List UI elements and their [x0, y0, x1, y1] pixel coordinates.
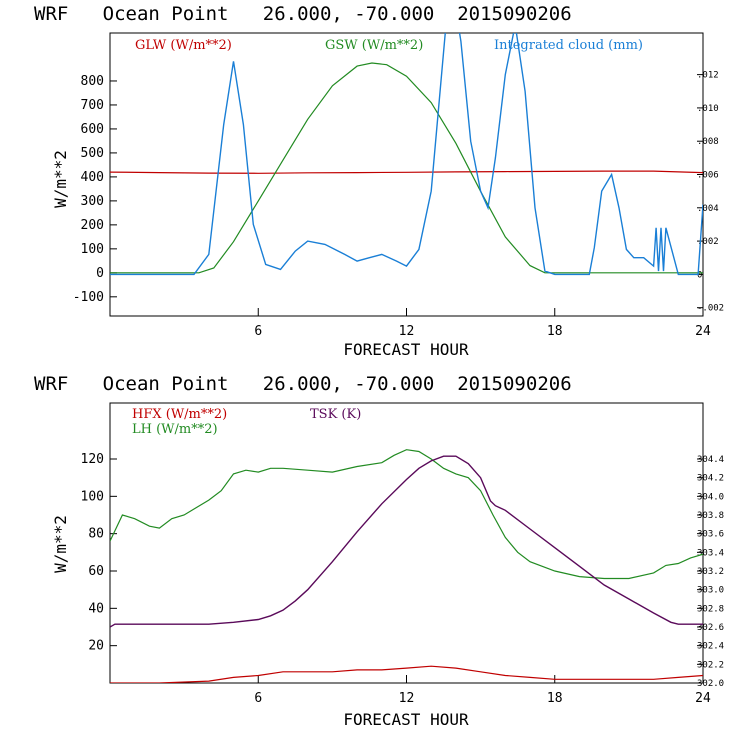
chart-top-right-axis: -.002 0 .002 .004 .006 .008 .010 .012: [697, 71, 724, 314]
integrated-cloud-line: [110, 33, 703, 276]
chart-top-x-label: FORECAST HOUR: [343, 340, 469, 359]
x-tick-label: 24: [695, 691, 711, 706]
x-tick-label: 6: [254, 324, 262, 339]
chart-bottom-x-axis: 6 12 18 24: [254, 675, 711, 706]
y2-tick-label: 304.2: [697, 474, 724, 484]
legend-tsk: TSK (K): [310, 407, 361, 422]
y2-tick-label: .008: [697, 137, 719, 147]
legend-glw: GLW (W/m**2): [135, 38, 232, 53]
y2-tick-label: 0: [697, 270, 702, 280]
y2-tick-label: .010: [697, 104, 719, 114]
chart-bottom-y-axis: 20 40 60 80 100 120: [81, 452, 117, 654]
y-tick-label: 120: [81, 452, 104, 467]
y2-tick-label: 304.4: [697, 455, 724, 465]
y-tick-label: 80: [88, 527, 104, 542]
x-tick-label: 24: [695, 324, 711, 339]
y2-tick-label: 302.2: [697, 660, 724, 670]
y2-tick-label: .006: [697, 171, 719, 181]
y-tick-label: 500: [81, 146, 104, 161]
chart-bottom-plot-frame: [109, 402, 704, 684]
y-tick-label: 200: [81, 218, 104, 233]
tsk-line: [110, 455, 703, 628]
legend-lh: LH (W/m**2): [132, 422, 218, 437]
y-tick-label: 600: [81, 122, 104, 137]
y-tick-label: 100: [81, 489, 104, 504]
x-tick-label: 18: [547, 691, 563, 706]
y2-tick-label: 304.0: [697, 492, 724, 502]
y2-tick-label: 303.4: [697, 548, 724, 558]
y-tick-label: 400: [81, 170, 104, 185]
chart-top-y-axis: -100 0 100 200 300 400 500 600 700 800: [73, 74, 117, 305]
y2-tick-label: 303.6: [697, 530, 724, 540]
chart-top-x-axis: 6 12 18 24: [254, 308, 711, 339]
legend-hfx: HFX (W/m**2): [132, 407, 227, 422]
y2-tick-label: 303.0: [697, 586, 724, 596]
y2-tick-label: -.002: [697, 304, 724, 314]
gsw-line: [110, 62, 703, 274]
lh-line: [110, 449, 703, 580]
glw-line: [110, 170, 703, 174]
chart-bottom-right-axis: 302.0 302.2 302.4 302.6 302.8 303.0 303.2 303.4…: [697, 455, 724, 689]
y2-tick-label: 302.4: [697, 642, 724, 652]
legend-gsw: GSW (W/m**2): [325, 38, 423, 53]
y2-tick-label: .004: [697, 204, 719, 214]
legend-integrated-cloud: Integrated cloud (mm): [494, 38, 643, 53]
chart-top: WRF Ocean Point 26.000, -70.000 20150902…: [34, 3, 724, 359]
chart-top-y-label: W/m**2: [51, 150, 70, 208]
chart-bottom-x-label: FORECAST HOUR: [343, 710, 469, 729]
y2-tick-label: 303.8: [697, 511, 724, 521]
y-tick-label: 700: [81, 98, 104, 113]
y-tick-label: -100: [73, 290, 104, 305]
chart-top-plot-frame: [109, 32, 704, 317]
chart-bottom-title: WRF Ocean Point 26.000, -70.000 20150902…: [34, 373, 572, 395]
y-tick-label: 800: [81, 74, 104, 89]
y2-tick-label: 302.8: [697, 604, 724, 614]
y2-tick-label: 302.0: [697, 679, 724, 689]
y-tick-label: 0: [96, 266, 104, 281]
y2-tick-label: .002: [697, 237, 719, 247]
chart-bottom: WRF Ocean Point 26.000, -70.000 20150902…: [34, 373, 724, 729]
x-tick-label: 6: [254, 691, 262, 706]
y-tick-label: 40: [88, 601, 104, 616]
y-tick-label: 20: [88, 639, 104, 654]
chart-bottom-y-label: W/m**2: [51, 515, 70, 573]
y2-tick-label: 303.2: [697, 567, 724, 577]
y-tick-label: 60: [88, 564, 104, 579]
y2-tick-label: .012: [697, 71, 719, 81]
x-tick-label: 12: [399, 324, 415, 339]
hfx-line: [110, 665, 703, 683]
chart-top-title: WRF Ocean Point 26.000, -70.000 20150902…: [34, 3, 572, 25]
y-tick-label: 300: [81, 194, 104, 209]
x-tick-label: 12: [399, 691, 415, 706]
y2-tick-label: 302.6: [697, 623, 724, 633]
x-tick-label: 18: [547, 324, 563, 339]
y-tick-label: 100: [81, 242, 104, 257]
